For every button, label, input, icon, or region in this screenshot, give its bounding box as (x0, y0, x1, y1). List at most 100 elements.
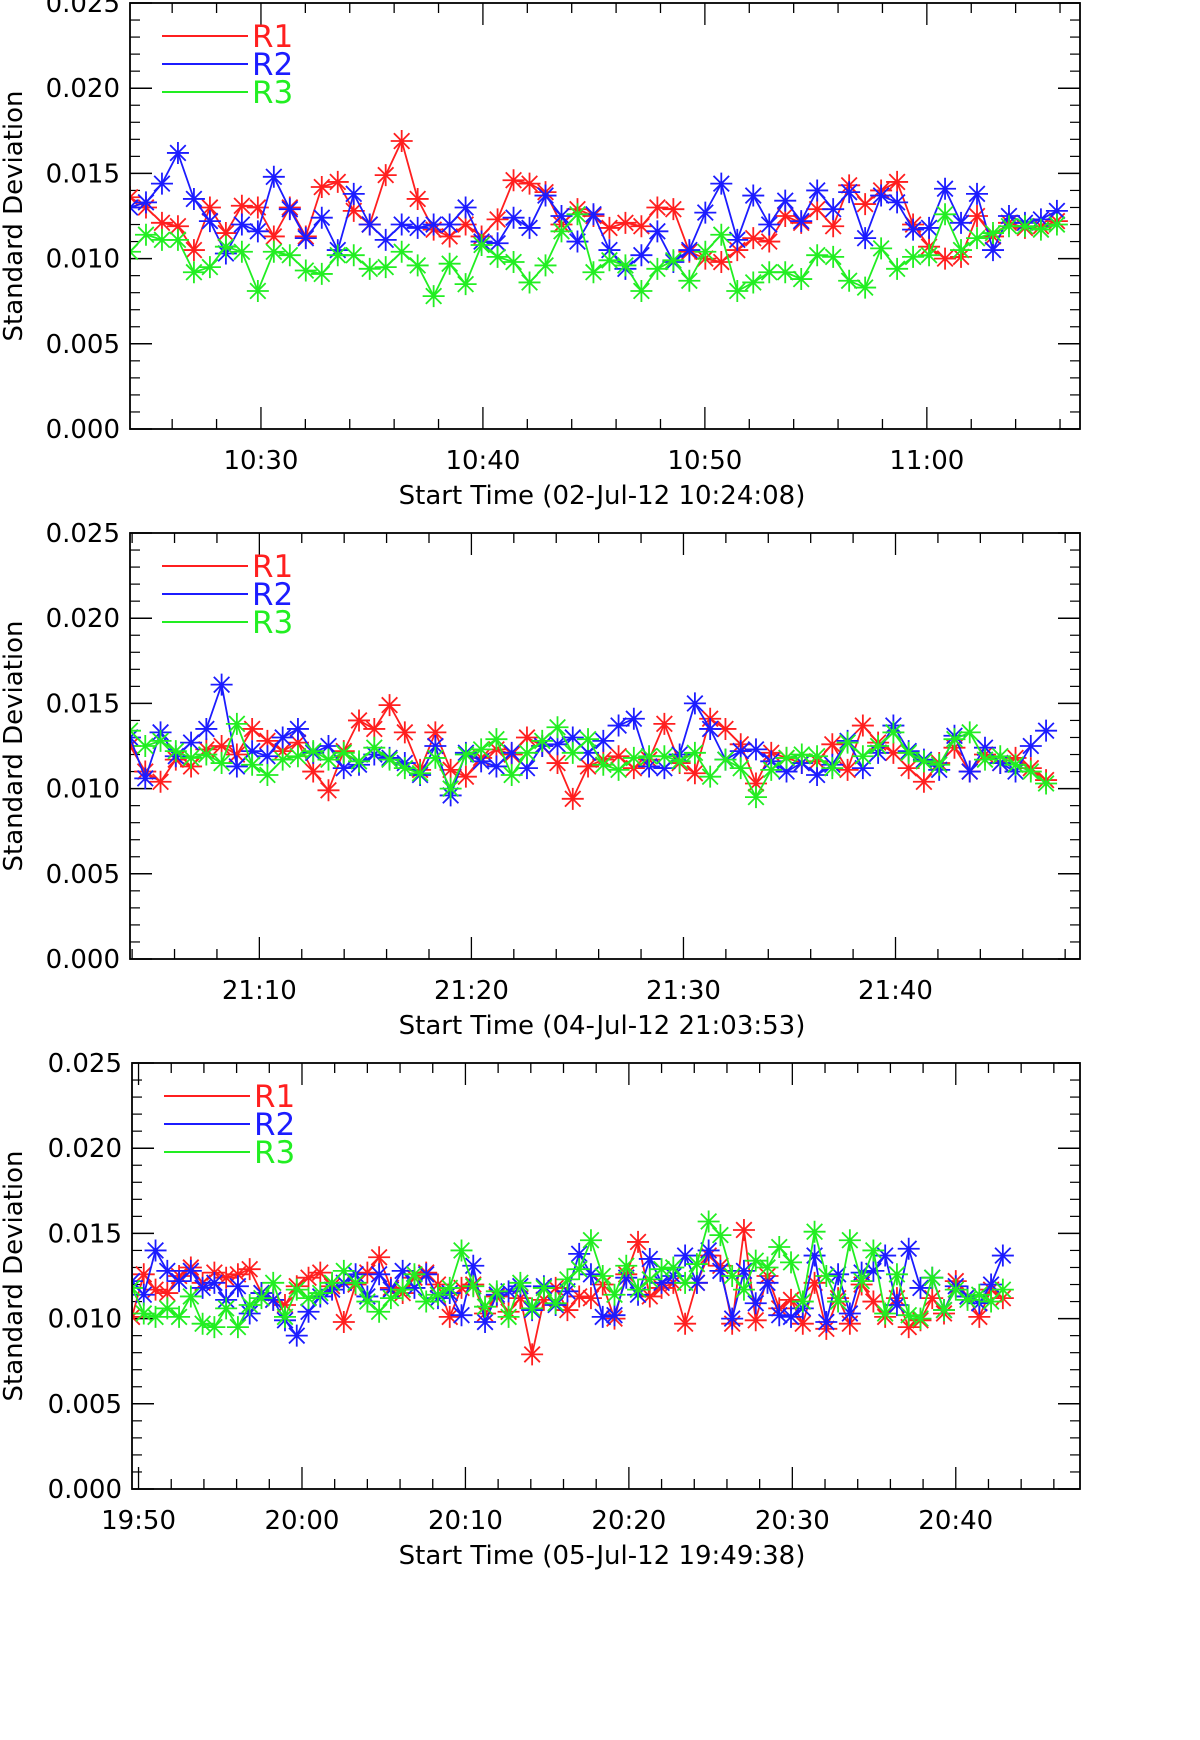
y-axis-label: Standard Deviation (0, 1151, 29, 1402)
data-point-R3 (709, 1224, 732, 1247)
data-point-R2 (271, 726, 294, 749)
x-tick-label: 20:20 (591, 1506, 666, 1536)
data-point-R1 (568, 1285, 591, 1308)
data-point-R1 (791, 1312, 814, 1335)
data-point-R3 (415, 1290, 438, 1313)
legend-label-R2: R2 (252, 47, 293, 83)
data-point-R2 (226, 1275, 249, 1298)
data-point-R3 (1019, 760, 1042, 783)
data-point-R1 (744, 1309, 767, 1332)
data-point-R3 (390, 240, 413, 263)
data-point-R2 (674, 1244, 697, 1267)
data-point-R3 (756, 1256, 779, 1279)
data-point-R2 (732, 1259, 755, 1282)
data-point-R3 (806, 745, 829, 768)
data-point-R1 (450, 1276, 473, 1299)
data-point-R3 (775, 746, 798, 769)
data-point-R1 (897, 757, 920, 780)
plot-frame (131, 1062, 1081, 1490)
data-point-R1 (598, 216, 621, 239)
data-point-R3 (203, 1316, 226, 1339)
data-point-R2 (607, 714, 630, 737)
data-point-R1 (256, 729, 279, 752)
data-point-R3 (342, 244, 365, 267)
data-point-R3 (179, 1285, 202, 1308)
data-point-R3 (285, 1278, 308, 1301)
data-point-R1 (758, 230, 781, 253)
data-point-R3 (780, 1251, 803, 1274)
data-point-R1 (744, 772, 767, 795)
data-point-R2 (191, 1276, 214, 1299)
data-point-R1 (356, 1261, 379, 1284)
data-point-R1 (368, 1246, 391, 1269)
data-point-R2 (241, 740, 264, 763)
data-point-R3 (332, 1259, 355, 1282)
data-point-R1 (518, 172, 541, 195)
data-point-R2 (150, 172, 173, 195)
data-point-R3 (368, 1300, 391, 1323)
data-point-R3 (198, 256, 221, 279)
data-point-R1 (132, 1263, 155, 1286)
data-point-R1 (966, 205, 989, 227)
data-point-R1 (556, 1299, 579, 1322)
data-point-R3 (836, 731, 859, 754)
data-point-R3 (729, 757, 752, 780)
data-point-R2 (685, 1271, 708, 1294)
data-point-R2 (566, 230, 589, 253)
y-tick-label: 0.000 (48, 1475, 122, 1505)
data-point-R3 (363, 736, 386, 759)
data-point-R2 (403, 1276, 426, 1299)
data-point-R3 (509, 1271, 532, 1294)
data-point-R2 (885, 1293, 908, 1316)
data-point-R3 (678, 269, 701, 292)
data-point-R3 (262, 240, 285, 263)
data-point-R2 (568, 1242, 591, 1265)
x-tick-label: 21:40 (858, 976, 933, 1006)
data-point-R1 (342, 199, 365, 222)
data-point-R3 (568, 1258, 591, 1281)
data-point-R2 (827, 1263, 850, 1286)
data-point-R1 (683, 762, 706, 785)
data-point-R2 (166, 141, 189, 164)
data-point-R3 (302, 740, 325, 763)
data-point-R3 (438, 1276, 461, 1299)
data-point-R3 (273, 1305, 296, 1328)
data-point-R2 (474, 1311, 497, 1334)
data-point-R3 (997, 215, 1020, 238)
data-point-R2 (1045, 199, 1068, 222)
data-point-R3 (862, 1239, 885, 1262)
data-point-R3 (699, 765, 722, 788)
data-point-R2 (950, 211, 973, 234)
legend-label-R3: R3 (252, 605, 293, 641)
data-point-R3 (485, 728, 508, 751)
data-point-R1 (821, 733, 844, 756)
data-point-R3 (534, 254, 557, 277)
data-point-R3 (470, 233, 493, 256)
data-point-R3 (921, 1266, 944, 1289)
data-point-R3 (521, 1297, 544, 1320)
data-point-R2 (390, 213, 413, 236)
data-point-R2 (550, 205, 573, 227)
data-point-R1 (326, 170, 349, 193)
data-point-R2 (854, 227, 877, 250)
data-point-R2 (203, 1271, 226, 1294)
legend-label-R1: R1 (254, 1079, 295, 1115)
data-point-R3 (226, 1316, 249, 1339)
data-point-R3 (791, 1290, 814, 1313)
x-axis-label: Start Time (05-Jul-12 19:49:38) (399, 1541, 806, 1571)
data-point-R2 (486, 232, 509, 255)
data-point-R1 (238, 1258, 261, 1281)
data-point-R1 (439, 758, 462, 781)
data-point-R2 (815, 1311, 838, 1334)
data-point-R1 (502, 169, 525, 192)
data-point-R2 (374, 228, 397, 251)
data-point-R3 (393, 757, 416, 780)
data-point-R3 (134, 735, 157, 757)
data-point-R1 (546, 752, 569, 775)
data-point-R3 (622, 746, 645, 769)
data-point-R1 (156, 1282, 179, 1305)
data-point-R2 (134, 191, 157, 214)
data-point-R2 (758, 213, 781, 236)
data-point-R1 (886, 170, 909, 193)
